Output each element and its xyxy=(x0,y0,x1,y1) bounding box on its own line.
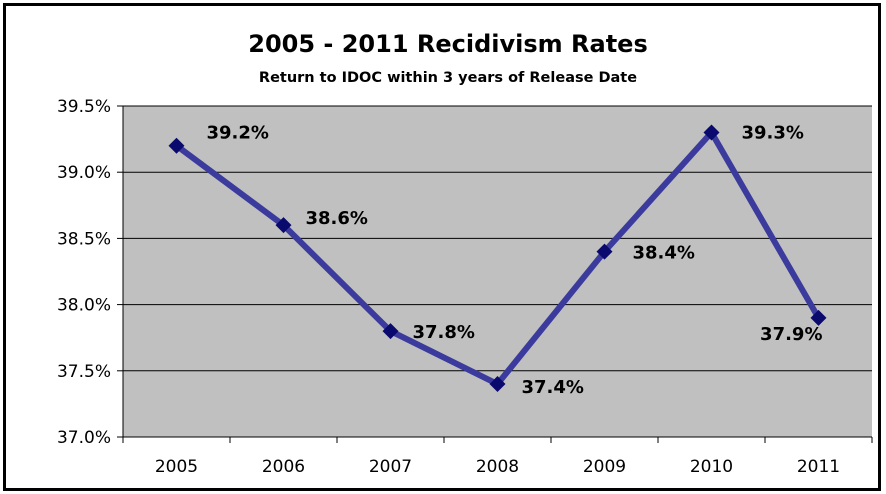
x-tick-label: 2005 xyxy=(155,457,198,477)
plot-area: 37.0% 37.5% 38.0% 38.5% 39.0% 39.5% 2005 2006 20… xyxy=(57,97,873,477)
y-tick-label: 39.5% xyxy=(57,97,111,117)
y-tick-label: 39.0% xyxy=(57,163,111,183)
x-tick-label: 2008 xyxy=(476,457,519,477)
data-label: 38.6% xyxy=(306,208,368,229)
data-point xyxy=(489,376,506,393)
data-label: 39.3% xyxy=(742,122,804,143)
y-tick-label: 38.5% xyxy=(57,229,111,249)
data-label: 39.2% xyxy=(207,123,269,144)
x-tick-label: 2009 xyxy=(583,457,626,477)
data-label: 37.8% xyxy=(413,322,475,343)
line-chart: 2005 - 2011 Recidivism Rates Return to I… xyxy=(57,30,873,477)
y-tick-label: 37.5% xyxy=(57,362,111,382)
data-label: 37.4% xyxy=(522,377,584,398)
data-point xyxy=(168,137,185,154)
data-point xyxy=(810,309,827,326)
chart-subtitle: Return to IDOC within 3 years of Release… xyxy=(259,70,637,86)
data-point xyxy=(596,243,613,260)
x-tick-label: 2006 xyxy=(262,457,305,477)
chart-frame: 2005 - 2011 Recidivism Rates Return to I… xyxy=(3,3,881,491)
data-point xyxy=(275,217,292,234)
y-tick-label: 37.0% xyxy=(57,428,111,448)
x-tick-label: 2011 xyxy=(797,457,840,477)
data-label: 37.9% xyxy=(760,324,822,345)
x-tick-label: 2010 xyxy=(690,457,733,477)
data-point xyxy=(382,323,399,340)
chart-title: 2005 - 2011 Recidivism Rates xyxy=(248,30,647,58)
x-tick-label: 2007 xyxy=(369,457,412,477)
y-tick-label: 38.0% xyxy=(57,296,111,316)
data-label: 38.4% xyxy=(633,243,695,264)
